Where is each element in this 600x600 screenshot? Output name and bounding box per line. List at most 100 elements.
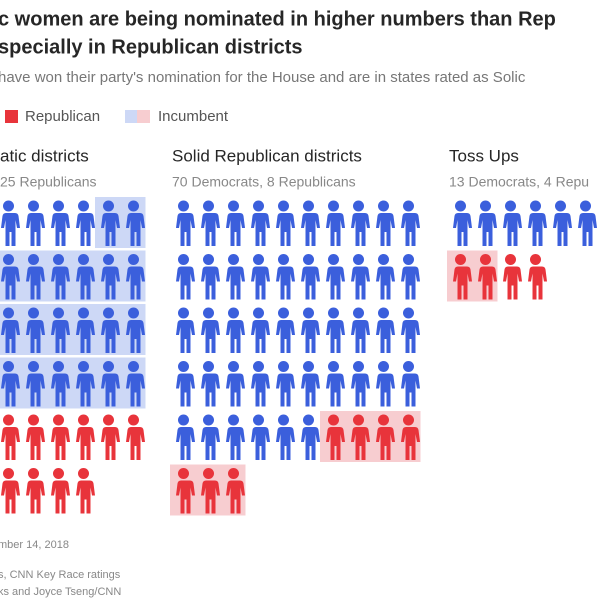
icon-head — [28, 200, 39, 212]
person-icon — [101, 414, 120, 460]
person-icon — [51, 414, 70, 460]
person-icon — [276, 254, 295, 300]
person-icon — [76, 307, 95, 353]
person-icon — [226, 361, 245, 407]
icon-body — [478, 213, 497, 246]
icon-body — [401, 320, 420, 353]
icon-head — [580, 200, 591, 212]
person-icon — [76, 200, 95, 246]
icon-body — [351, 213, 370, 246]
person-icon — [351, 254, 370, 300]
icon-body — [301, 320, 320, 353]
person-icon — [176, 414, 195, 460]
person-icon — [26, 468, 45, 514]
icon-body — [126, 320, 145, 353]
icon-head — [480, 254, 491, 265]
person-icon — [326, 414, 345, 460]
icon-body — [226, 427, 245, 460]
person-icon — [226, 254, 245, 300]
icon-head — [53, 254, 64, 265]
person-icon — [301, 254, 320, 300]
person-icon — [326, 307, 345, 353]
icon-head — [103, 200, 114, 212]
icon-body — [226, 213, 245, 246]
icon-body — [326, 427, 345, 460]
person-icon — [453, 200, 472, 246]
icon-body — [301, 266, 320, 300]
icon-body — [453, 266, 472, 300]
person-icon — [301, 200, 320, 246]
icon-body — [26, 373, 45, 407]
icon-head — [455, 200, 466, 212]
person-icon — [201, 414, 220, 460]
icon-body — [51, 480, 70, 514]
person-icon — [276, 200, 295, 246]
person-icon — [351, 200, 370, 246]
icon-head — [228, 307, 239, 319]
icon-head — [178, 361, 189, 372]
icon-head — [128, 200, 139, 212]
person-icon — [276, 414, 295, 460]
person-icon — [1, 361, 20, 407]
icon-body — [76, 427, 95, 460]
person-icon — [126, 361, 145, 407]
person-icon — [26, 200, 45, 246]
icon-body — [1, 320, 20, 353]
icon-head — [28, 254, 39, 265]
icon-body — [326, 213, 345, 246]
icon-head — [303, 361, 314, 372]
icon-head — [128, 254, 139, 265]
icon-head — [328, 361, 339, 372]
icon-body — [201, 213, 220, 246]
person-icon — [201, 307, 220, 353]
icon-head — [78, 468, 89, 479]
person-icon — [176, 468, 195, 514]
icon-body — [176, 480, 195, 514]
person-icon — [478, 200, 497, 246]
icon-body — [1, 213, 20, 246]
icon-head — [178, 468, 189, 479]
icon-head — [353, 307, 364, 319]
icon-head — [303, 414, 314, 426]
icon-body — [276, 320, 295, 353]
person-icon — [251, 254, 270, 300]
icon-body — [301, 373, 320, 407]
icon-body — [376, 427, 395, 460]
icon-head — [505, 200, 516, 212]
person-icon — [226, 414, 245, 460]
person-icon — [351, 361, 370, 407]
icon-head — [228, 254, 239, 265]
person-icon — [401, 307, 420, 353]
icon-body — [326, 320, 345, 353]
person-icon — [176, 254, 195, 300]
icon-head — [353, 200, 364, 212]
icon-head — [278, 361, 289, 372]
person-icon — [101, 307, 120, 353]
icon-body — [1, 266, 20, 300]
person-icon — [176, 200, 195, 246]
person-icon — [226, 468, 245, 514]
icon-body — [226, 320, 245, 353]
person-icon — [528, 254, 547, 300]
person-icon — [101, 361, 120, 407]
icon-head — [178, 200, 189, 212]
icon-body — [201, 427, 220, 460]
icon-head — [403, 414, 414, 426]
icon-head — [505, 254, 516, 265]
person-icon — [26, 414, 45, 460]
icon-body — [251, 266, 270, 300]
person-icon — [126, 200, 145, 246]
person-icon — [201, 468, 220, 514]
icon-head — [203, 414, 214, 426]
icon-head — [303, 200, 314, 212]
icon-body — [1, 480, 20, 514]
person-icon — [376, 414, 395, 460]
icon-body — [51, 427, 70, 460]
person-icon — [301, 361, 320, 407]
icon-body — [101, 427, 120, 460]
icon-head — [278, 200, 289, 212]
person-icon — [101, 254, 120, 300]
icon-head — [228, 414, 239, 426]
person-icon — [1, 414, 20, 460]
icon-head — [353, 254, 364, 265]
